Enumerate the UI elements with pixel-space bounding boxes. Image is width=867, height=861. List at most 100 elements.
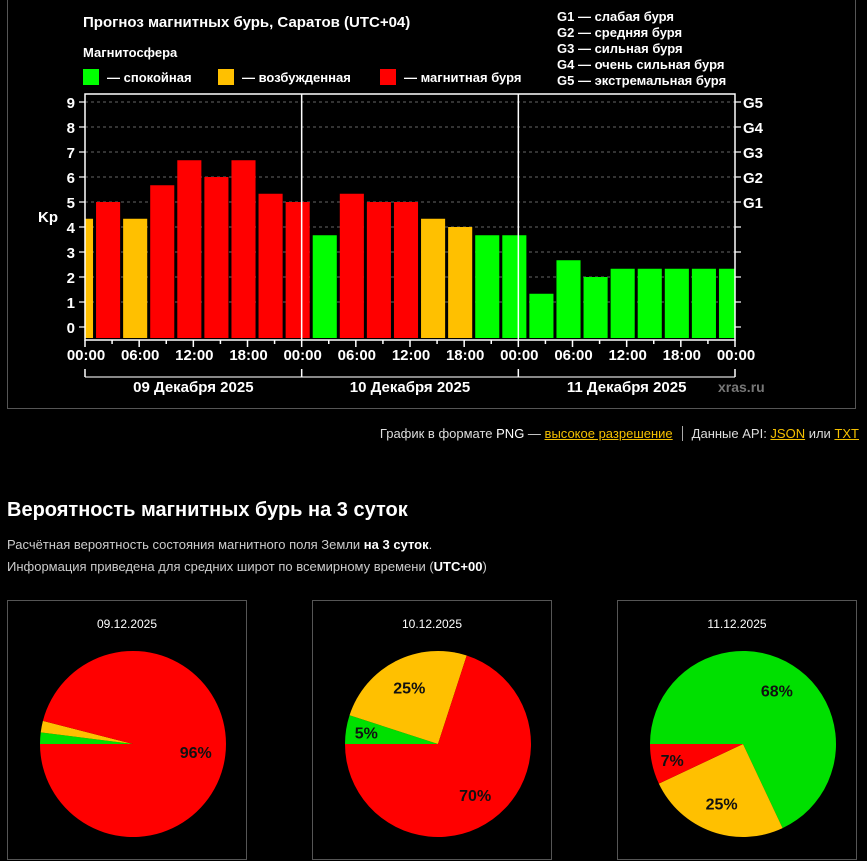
y-tick-label: 4 bbox=[67, 220, 76, 237]
legend-label: — магнитная буря bbox=[404, 70, 521, 85]
y-tick-label: 0 bbox=[67, 320, 75, 337]
pie-value-label: 5% bbox=[355, 726, 378, 743]
kp-bar bbox=[664, 268, 689, 338]
pie-chart-day-3: 68% 25% 7% bbox=[650, 651, 836, 837]
pie-value-label: 96% bbox=[180, 745, 212, 762]
kp-bar bbox=[85, 218, 94, 338]
pie-slice bbox=[40, 732, 133, 744]
kp-bar bbox=[339, 193, 364, 338]
kp-bar bbox=[421, 218, 446, 338]
y-tick-label: 5 bbox=[67, 195, 75, 212]
png-word: PNG bbox=[496, 426, 525, 441]
pie-card-day-2: 10.12.2025 5% 25% 70% bbox=[312, 600, 552, 860]
y-tick-label: 8 bbox=[67, 120, 75, 137]
desc-1-text: Расчётная вероятность состояния магнитно… bbox=[7, 537, 364, 552]
kp-bar bbox=[123, 218, 148, 338]
watermark: xras.ru bbox=[718, 379, 765, 395]
pie-card-day-1: 09.12.2025 96% bbox=[7, 600, 247, 860]
link-separator bbox=[681, 426, 683, 441]
kp-bar bbox=[583, 277, 608, 338]
pie-chart-day-2: 5% 25% 70% bbox=[345, 651, 531, 837]
g-scale-item: G3 — сильная буря bbox=[557, 41, 683, 56]
x-tick-label: 00:00 bbox=[283, 347, 321, 364]
kp-bar bbox=[204, 177, 229, 338]
x-tick-label: 06:00 bbox=[121, 347, 159, 364]
legend-title: Магнитосфера bbox=[83, 45, 178, 60]
chart-title: Прогноз магнитных бурь, Саратов (UTC+04) bbox=[83, 14, 410, 31]
x-tick-label: 18:00 bbox=[446, 347, 484, 364]
kp-bar bbox=[231, 160, 256, 338]
pie-slice bbox=[650, 651, 836, 829]
probability-heading: Вероятность магнитных бурь на 3 суток bbox=[7, 499, 408, 521]
day-label: 11 Декабря 2025 bbox=[567, 379, 687, 396]
x-tick-label: 00:00 bbox=[717, 347, 755, 364]
kp-bar bbox=[637, 268, 662, 338]
kp-bar bbox=[475, 235, 500, 338]
pie-value-label: 70% bbox=[459, 788, 491, 805]
desc-2-text: Информация приведена для средних широт п… bbox=[7, 559, 434, 574]
pie-slice bbox=[658, 744, 783, 837]
forecast-chart-frame: Прогноз магнитных бурь, Саратов (UTC+04)… bbox=[7, 0, 856, 409]
y-axis-label: Kp bbox=[38, 209, 58, 226]
kp-bar bbox=[610, 268, 635, 338]
x-tick-label: 00:00 bbox=[500, 347, 538, 364]
x-tick-label: 12:00 bbox=[392, 347, 430, 364]
g-scale-item: G4 — очень сильная буря bbox=[557, 57, 724, 72]
g-tick-label: G4 bbox=[743, 120, 764, 137]
pie-date: 09.12.2025 bbox=[96, 617, 158, 631]
x-tick-label: 06:00 bbox=[554, 347, 592, 364]
kp-bar bbox=[529, 293, 554, 338]
kp-bar bbox=[96, 202, 121, 338]
g-tick-label: G2 bbox=[743, 170, 763, 187]
api-label: Данные API: bbox=[691, 426, 771, 441]
g-tick-label: G3 bbox=[743, 145, 763, 162]
pie-slice bbox=[345, 655, 531, 837]
y-tick-label: 9 bbox=[67, 95, 75, 112]
pie-slice bbox=[349, 651, 467, 744]
kp-bar bbox=[366, 202, 391, 338]
pie-chart-day-1: 96% bbox=[40, 651, 227, 837]
desc-2-end: ) bbox=[482, 559, 487, 574]
pie-value-label: 68% bbox=[761, 684, 793, 701]
x-tick-label: 12:00 bbox=[175, 347, 213, 364]
g-scale-item: G5 — экстремальная буря bbox=[557, 73, 726, 88]
kp-forecast-chart: Прогноз магнитных бурь, Саратов (UTC+04)… bbox=[38, 9, 765, 396]
day-label: 10 Декабря 2025 bbox=[350, 379, 470, 396]
or-text: или bbox=[805, 426, 835, 441]
legend-label: — спокойная bbox=[107, 70, 192, 85]
pie-slice bbox=[345, 715, 438, 744]
pie-slice bbox=[40, 651, 227, 837]
legend-label: — возбужденная bbox=[242, 70, 351, 85]
kp-bar bbox=[312, 235, 337, 338]
pie-value-label: 25% bbox=[706, 797, 738, 814]
probability-desc-1: Расчётная вероятность состояния магнитно… bbox=[7, 537, 432, 552]
bars-group bbox=[85, 160, 735, 338]
g-scale-item: G1 — слабая буря bbox=[557, 9, 674, 24]
x-tick-label: 06:00 bbox=[338, 347, 376, 364]
png-dash: — bbox=[524, 426, 545, 441]
g-tick-label: G1 bbox=[743, 195, 763, 212]
json-link[interactable]: JSON bbox=[770, 426, 806, 441]
pie-card-day-3: 11.12.2025 68% 25% 7% bbox=[617, 600, 857, 860]
g-tick-label: G5 bbox=[743, 95, 763, 112]
pie-date: 10.12.2025 bbox=[401, 617, 463, 631]
day-label: 09 Декабря 2025 bbox=[133, 379, 253, 396]
x-tick-label: 00:00 bbox=[67, 347, 105, 364]
kp-bar bbox=[448, 227, 473, 338]
pie-value-label: 7% bbox=[661, 753, 684, 770]
chart-links: График в формате PNG — высокое разрешени… bbox=[380, 426, 859, 441]
kp-bar bbox=[393, 202, 419, 338]
desc-1-bold: на 3 суток bbox=[363, 537, 429, 552]
y-tick-label: 6 bbox=[67, 170, 75, 187]
kp-bar bbox=[285, 202, 310, 338]
y-tick-label: 2 bbox=[67, 270, 75, 287]
desc-1-end: . bbox=[428, 537, 433, 552]
kp-bar bbox=[150, 185, 175, 338]
hires-link[interactable]: высокое разрешение bbox=[544, 426, 673, 441]
x-tick-label: 12:00 bbox=[608, 347, 646, 364]
legend-swatch bbox=[83, 69, 99, 85]
pie-value-label: 25% bbox=[393, 681, 425, 698]
probability-desc-2: Информация приведена для средних широт п… bbox=[7, 559, 487, 574]
txt-link[interactable]: TXT bbox=[834, 426, 859, 441]
g-scale-item: G2 — средняя буря bbox=[557, 25, 682, 40]
